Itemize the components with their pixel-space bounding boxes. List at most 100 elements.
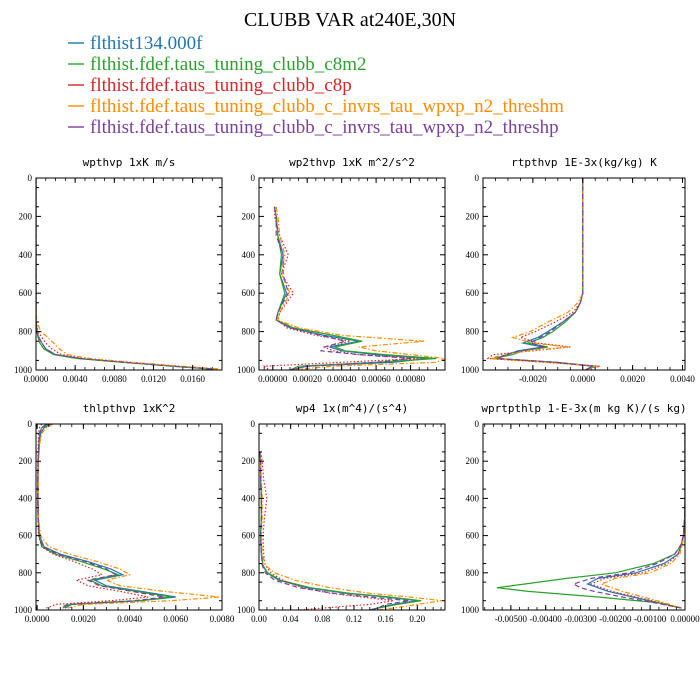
panel-1: wp2thvp 1xK m^2/s^2020040060080010000.00… [237, 156, 446, 384]
xtick-label-1-4: 0.00080 [396, 374, 426, 384]
legend-label-2: flthist.fdef.taus_tuning_clubb_c8p [90, 75, 352, 96]
series-line-1-3 [275, 206, 445, 370]
series-line-4-1 [259, 451, 422, 610]
xtick-label-4-5: 0.20 [409, 614, 425, 624]
ytick-label-2-3: 600 [466, 288, 480, 298]
ytick-label-4-4: 800 [242, 568, 256, 578]
series-line-4-2 [260, 451, 394, 610]
ytick-label-5-0: 0 [475, 419, 480, 429]
ytick-label-0-0: 0 [28, 173, 33, 183]
ytick-label-5-2: 400 [466, 493, 480, 503]
series-line-1-4 [273, 206, 411, 370]
ytick-label-3-4: 800 [19, 568, 33, 578]
xtick-label-1-2: 0.00040 [327, 374, 357, 384]
legend-label-4: flthist.fdef.taus_tuning_clubb_c_invrs_t… [90, 117, 559, 138]
ytick-label-3-2: 400 [19, 493, 33, 503]
legend-label-1: flthist.fdef.taus_tuning_clubb_c8m2 [90, 54, 367, 75]
xtick-label-0-3: 0.0120 [141, 374, 166, 384]
series-line-1-1 [273, 206, 437, 370]
series-line-2-1 [492, 178, 595, 370]
xtick-label-3-2: 0.0040 [117, 614, 142, 624]
ytick-label-4-1: 200 [242, 456, 256, 466]
series-line-1-2 [262, 206, 420, 370]
ytick-label-4-3: 600 [242, 531, 256, 541]
xtick-label-1-1: 0.00020 [293, 374, 323, 384]
xtick-label-0-0: 0.0000 [24, 374, 49, 384]
series-line-2-3 [490, 178, 598, 370]
figure-title: CLUBB VAR at240E,30N [244, 9, 456, 31]
ytick-label-2-2: 400 [466, 250, 480, 260]
legend: flthist134.000fflthist.fdef.taus_tuning_… [68, 33, 564, 138]
ytick-label-3-3: 600 [19, 531, 33, 541]
panel-title-3: thlpthvp 1xK^2 [83, 402, 176, 415]
ytick-label-5-3: 600 [466, 531, 480, 541]
xtick-label-0-1: 0.0040 [63, 374, 88, 384]
series-line-5-2 [589, 424, 685, 609]
panel-frame-0 [35, 177, 223, 371]
series-line-0-2 [36, 178, 218, 370]
xtick-label-2-3: 0.0040 [670, 374, 695, 384]
xtick-label-5-4: -0.00100 [634, 614, 667, 624]
ytick-label-2-0: 0 [475, 173, 480, 183]
ytick-label-0-1: 200 [19, 211, 33, 221]
ytick-label-2-1: 200 [466, 211, 480, 221]
ytick-label-0-4: 800 [19, 327, 33, 337]
xtick-label-4-4: 0.16 [378, 614, 394, 624]
series-line-0-0 [36, 178, 213, 370]
series-line-5-1 [496, 424, 685, 609]
xtick-label-4-1: 0.04 [283, 614, 299, 624]
xtick-label-4-0: 0.00 [251, 614, 267, 624]
series-group-4 [259, 451, 443, 610]
ytick-label-5-4: 800 [466, 568, 480, 578]
ytick-label-1-1: 200 [242, 211, 256, 221]
ytick-label-4-2: 400 [242, 493, 256, 503]
series-line-1-0 [273, 206, 428, 370]
ytick-label-2-5: 1000 [461, 365, 480, 375]
series-group-3 [36, 424, 220, 609]
ytick-label-1-0: 0 [251, 173, 256, 183]
panel-2: rtpthvp 1E-3x(kg/kg) K 0 200 400 600 800 1000 -… [461, 156, 695, 384]
ytick-label-4-5: 1000 [237, 605, 256, 615]
xtick-label-2-1: 0.0000 [570, 374, 595, 384]
ytick-label-2-4: 800 [466, 327, 480, 337]
series-line-4-4 [259, 451, 410, 610]
series-line-3-3 [37, 424, 220, 609]
ytick-label-1-4: 800 [242, 327, 256, 337]
xtick-label-4-2: 0.08 [314, 614, 330, 624]
ytick-label-3-0: 0 [28, 419, 33, 429]
ytick-label-0-5: 1000 [14, 365, 33, 375]
ytick-label-3-5: 1000 [14, 605, 33, 615]
xtick-label-5-2: -0.00300 [564, 614, 597, 624]
xtick-label-4-3: 0.12 [346, 614, 362, 624]
legend-label-0: flthist134.000f [90, 33, 203, 54]
xtick-label-5-5: 0.00000 [670, 614, 700, 624]
panel-title-0: wpthvp 1xK m/s [83, 156, 176, 169]
xtick-label-5-0: -0.00500 [495, 614, 528, 624]
ytick-label-5-1: 200 [466, 456, 480, 466]
series-group-0 [36, 178, 221, 370]
series-group-2 [486, 178, 601, 370]
ytick-label-1-5: 1000 [237, 365, 256, 375]
series-line-5-0 [586, 424, 685, 609]
series-group-5 [496, 424, 685, 609]
xtick-label-1-3: 0.00060 [361, 374, 391, 384]
series-line-0-1 [36, 178, 211, 370]
xtick-label-0-2: 0.0080 [102, 374, 127, 384]
xtick-label-0-4: 0.0160 [180, 374, 205, 384]
panel-5: wprtpthlp 1-E-3x(m kg K)/(s kg)0 200 400 60… [461, 402, 700, 624]
xtick-label-3-3: 0.0060 [163, 614, 188, 624]
panel-frame-4 [258, 423, 446, 611]
ytick-label-1-3: 600 [242, 288, 256, 298]
ytick-label-3-1: 200 [19, 456, 33, 466]
xtick-label-1-0: 0.00000 [258, 374, 288, 384]
ytick-label-1-2: 400 [242, 250, 256, 260]
xtick-label-3-0: 0.0000 [25, 614, 50, 624]
series-line-3-1 [37, 424, 172, 609]
series-line-2-0 [495, 178, 596, 370]
series-group-1 [262, 206, 445, 370]
series-line-2-4 [495, 178, 595, 370]
